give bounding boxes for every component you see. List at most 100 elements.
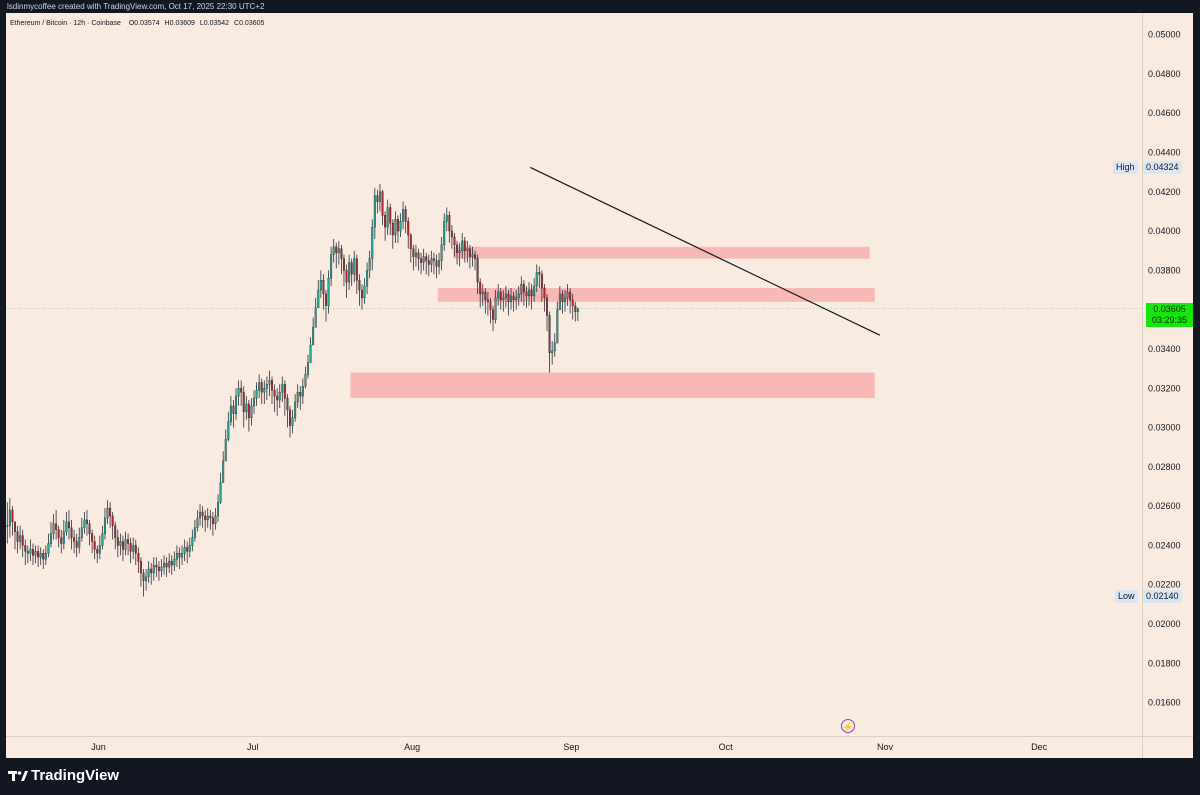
price-tick-label: 0.02200 — [1148, 580, 1181, 590]
candle-body — [281, 384, 284, 393]
candle-body — [186, 547, 189, 552]
candle-body — [466, 248, 469, 251]
price-tick-label: 0.04400 — [1148, 147, 1181, 157]
candle-body — [481, 291, 484, 295]
candle-body — [286, 397, 289, 411]
candle-body — [340, 248, 343, 259]
candle-body — [88, 523, 91, 534]
candle-body — [229, 405, 232, 422]
candle-body — [98, 545, 101, 554]
price-tick-label: 0.02400 — [1148, 540, 1181, 550]
candle-body — [70, 527, 73, 538]
candle-body — [93, 541, 96, 550]
lightning-icon[interactable]: ⚡ — [841, 719, 855, 733]
time-tick-label: Sep — [563, 742, 579, 752]
open-value: O0.03574 — [128, 20, 160, 27]
price-axis-separator — [1142, 13, 1143, 758]
candle-body — [24, 545, 27, 552]
price-tick-label: 0.01800 — [1148, 658, 1181, 668]
high-marker-label: High — [1113, 160, 1138, 174]
candle-body — [422, 256, 425, 263]
candle-body — [240, 388, 243, 393]
candle-body — [486, 299, 489, 303]
candle-body — [201, 511, 204, 517]
candle-body — [337, 248, 340, 253]
candle-body — [386, 207, 389, 228]
candle-body — [384, 215, 387, 228]
candle-body — [250, 405, 253, 418]
candle-body — [414, 252, 417, 257]
chart-legend: Ethereum / Bitcoin · 12h · Coinbase O0.0… — [10, 20, 267, 27]
price-tick-label: 0.04800 — [1148, 69, 1181, 79]
candle-body — [199, 511, 202, 519]
candle-body — [517, 293, 520, 299]
candle-body — [366, 270, 369, 287]
last-price-tag: 0.03605 03:29:35 — [1146, 302, 1193, 327]
candle-body — [19, 535, 22, 542]
candle-body — [476, 258, 479, 283]
candle-body — [556, 309, 559, 344]
candle-body — [558, 293, 561, 310]
candle-body — [183, 547, 186, 554]
candle-body — [29, 549, 32, 554]
candle-body — [65, 521, 68, 532]
candle-body — [299, 391, 302, 397]
candle-body — [471, 254, 474, 257]
candle-body — [324, 293, 327, 306]
candle-body — [21, 535, 24, 546]
last-price-value: 0.03605 — [1153, 303, 1186, 314]
candle-body — [407, 221, 410, 236]
candle-body — [348, 262, 351, 283]
candle-body — [445, 215, 448, 222]
candle-body — [260, 382, 263, 393]
descending-trendline — [530, 166, 881, 336]
candle-body — [569, 291, 572, 301]
candle-body — [394, 219, 397, 236]
candle-body — [553, 342, 556, 352]
candle-body — [60, 537, 63, 544]
candle-body — [132, 545, 135, 552]
candle-body — [461, 240, 464, 251]
candle-body — [443, 221, 446, 246]
candle-body — [432, 258, 435, 261]
candle-body — [237, 388, 240, 397]
candle-body — [83, 519, 86, 528]
candle-body — [317, 289, 320, 308]
candle-body — [155, 564, 158, 568]
candle-body — [16, 531, 19, 542]
tradingview-logo-icon — [8, 771, 28, 781]
candle-body — [404, 209, 407, 222]
candle-body — [6, 525, 9, 527]
low-marker-value: 0.02140 — [1143, 590, 1182, 603]
candle-body — [402, 209, 405, 222]
candle-body — [96, 549, 99, 554]
symbol-label: Ethereum / Bitcoin · 12h · Coinbase — [10, 20, 121, 27]
chart-canvas[interactable]: 0.05000 0.04800 0.04600 0.04400 0.04200 0.040… — [6, 13, 1193, 758]
candle-body — [129, 543, 132, 552]
candle-body — [576, 308, 579, 312]
candle-body — [139, 560, 142, 574]
candle-body — [355, 258, 358, 281]
candle-body — [420, 258, 423, 263]
candle-body — [535, 272, 538, 287]
candle-body — [571, 299, 574, 306]
candle-body — [134, 545, 137, 554]
candle-body — [206, 515, 209, 521]
candle-body — [312, 327, 315, 346]
candle-body — [217, 502, 220, 517]
candle-body — [528, 289, 531, 297]
candle-body — [456, 244, 459, 253]
candle-body — [360, 289, 363, 299]
candle-body — [114, 525, 117, 538]
candle-body — [353, 258, 356, 275]
price-tick-label: 0.03800 — [1148, 265, 1181, 275]
high-marker-value: 0.04324 — [1143, 160, 1182, 174]
chart-frame[interactable]: 0.05000 0.04800 0.04600 0.04400 0.04200 0.040… — [6, 13, 1193, 758]
candle-body — [165, 562, 168, 568]
candle-body — [468, 248, 471, 257]
candle-body — [26, 551, 29, 554]
candle-body — [463, 240, 466, 251]
candle-body — [121, 541, 124, 550]
price-tick-label: 0.02600 — [1148, 501, 1181, 511]
top-caption-bar: lsdinmycoffee created with TradingView.c… — [0, 0, 1200, 13]
